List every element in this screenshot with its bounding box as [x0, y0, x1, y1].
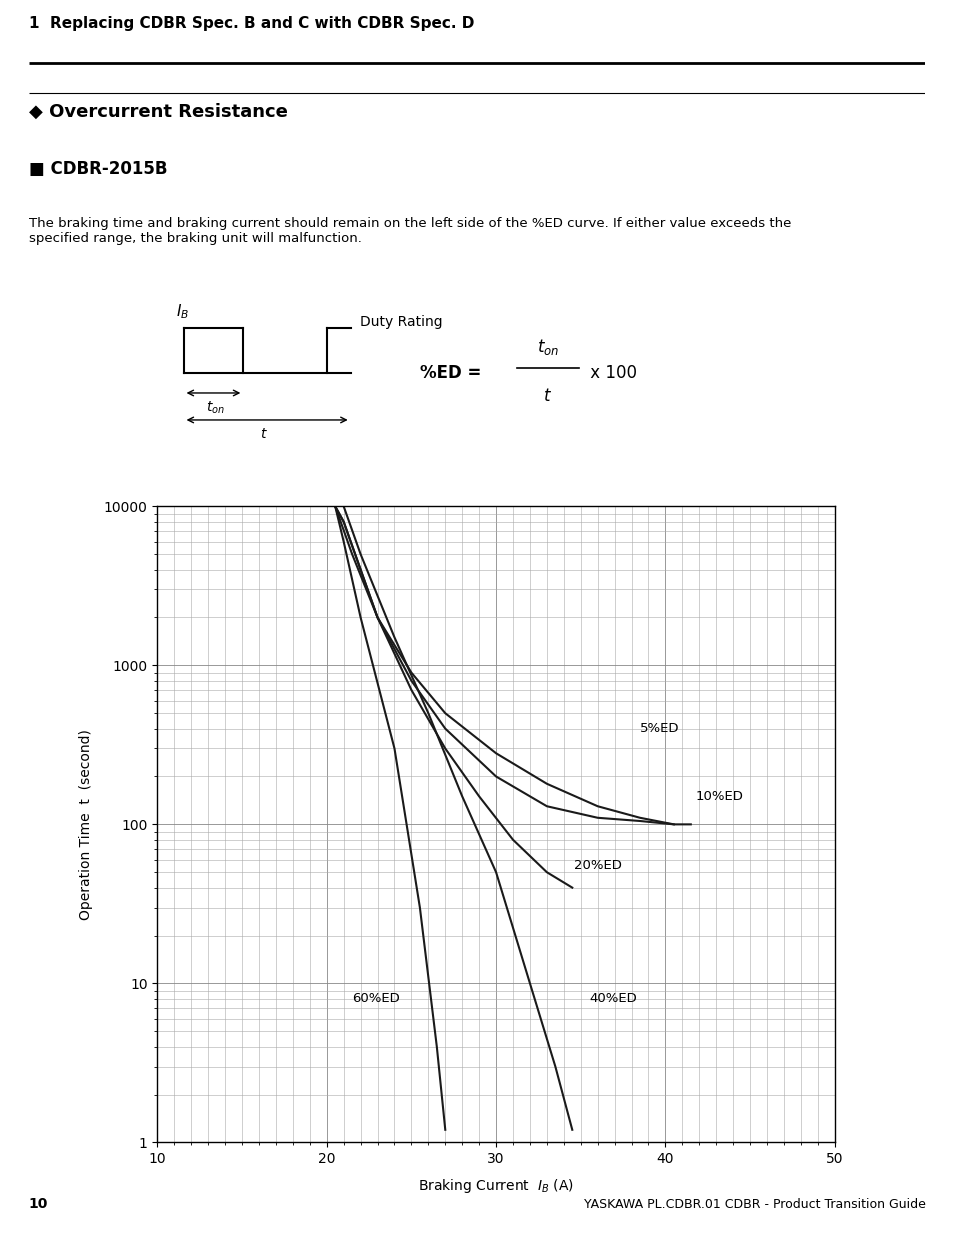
- Text: 10%ED: 10%ED: [695, 790, 743, 803]
- Text: %ED =: %ED =: [419, 364, 486, 382]
- Text: $t$: $t$: [543, 387, 552, 405]
- Text: 20%ED: 20%ED: [574, 860, 621, 872]
- Text: x 100: x 100: [584, 364, 636, 382]
- Text: $t$: $t$: [259, 427, 268, 441]
- Text: 1  Replacing CDBR Spec. B and C with CDBR Spec. D: 1 Replacing CDBR Spec. B and C with CDBR…: [29, 16, 474, 31]
- Text: $t_{on}$: $t_{on}$: [537, 337, 558, 357]
- Text: Duty Rating: Duty Rating: [360, 315, 442, 329]
- Text: The braking time and braking current should remain on the left side of the %ED c: The braking time and braking current sho…: [29, 217, 790, 245]
- Text: ◆ Overcurrent Resistance: ◆ Overcurrent Resistance: [29, 103, 287, 121]
- Text: 5%ED: 5%ED: [639, 722, 679, 735]
- Text: $I_B$: $I_B$: [176, 303, 190, 321]
- X-axis label: Braking Current  $I_B$ (A): Braking Current $I_B$ (A): [417, 1177, 574, 1195]
- Text: 10: 10: [29, 1197, 48, 1212]
- Y-axis label: Operation Time  t  (second): Operation Time t (second): [78, 729, 92, 920]
- Text: YASKAWA PL.CDBR.01 CDBR - Product Transition Guide: YASKAWA PL.CDBR.01 CDBR - Product Transi…: [583, 1198, 924, 1210]
- Text: $t_{on}$: $t_{on}$: [206, 400, 225, 416]
- Text: 40%ED: 40%ED: [589, 992, 637, 1005]
- Text: 60%ED: 60%ED: [352, 992, 399, 1005]
- Text: ■ CDBR-2015B: ■ CDBR-2015B: [29, 159, 167, 178]
